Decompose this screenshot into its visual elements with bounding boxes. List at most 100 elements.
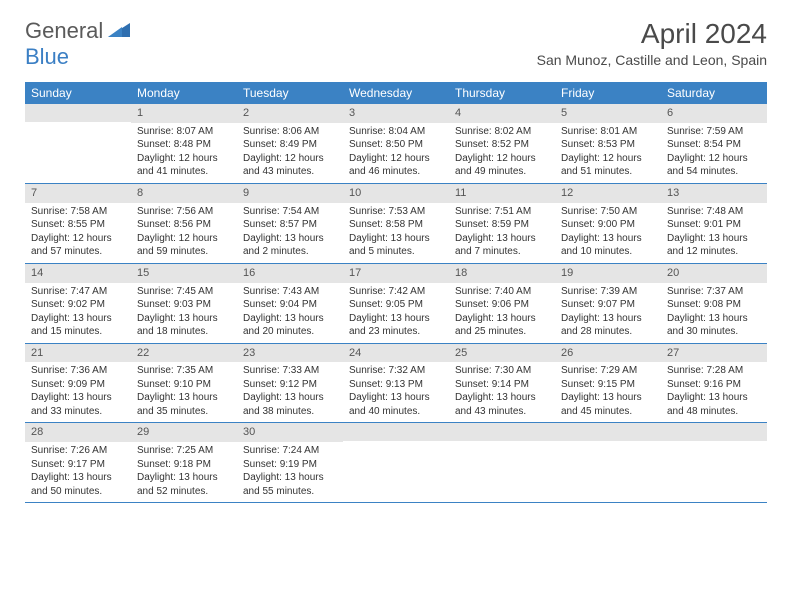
day-body xyxy=(343,441,449,501)
sunset-text: Sunset: 9:06 PM xyxy=(455,298,549,312)
sunrise-text: Sunrise: 7:43 AM xyxy=(243,285,337,299)
day-number: 27 xyxy=(661,344,767,363)
sunrise-text: Sunrise: 7:58 AM xyxy=(31,205,125,219)
daylight-text: Daylight: 13 hours and 35 minutes. xyxy=(137,391,231,418)
sunrise-text: Sunrise: 8:02 AM xyxy=(455,125,549,139)
day-cell: 15Sunrise: 7:45 AMSunset: 9:03 PMDayligh… xyxy=(131,264,237,343)
dayhdr-mon: Monday xyxy=(131,82,237,104)
day-cell: 2Sunrise: 8:06 AMSunset: 8:49 PMDaylight… xyxy=(237,104,343,183)
day-number: 22 xyxy=(131,344,237,363)
daylight-text: Daylight: 12 hours and 41 minutes. xyxy=(137,152,231,179)
day-number xyxy=(661,423,767,441)
sunset-text: Sunset: 9:18 PM xyxy=(137,458,231,472)
day-body: Sunrise: 8:01 AMSunset: 8:53 PMDaylight:… xyxy=(555,123,661,183)
day-number: 8 xyxy=(131,184,237,203)
day-body: Sunrise: 7:54 AMSunset: 8:57 PMDaylight:… xyxy=(237,203,343,263)
logo-triangle-icon xyxy=(108,21,130,42)
sunrise-text: Sunrise: 7:25 AM xyxy=(137,444,231,458)
day-cell xyxy=(661,423,767,502)
sunset-text: Sunset: 9:02 PM xyxy=(31,298,125,312)
sunset-text: Sunset: 9:12 PM xyxy=(243,378,337,392)
title-block: April 2024 San Munoz, Castille and Leon,… xyxy=(537,18,767,68)
day-body: Sunrise: 8:02 AMSunset: 8:52 PMDaylight:… xyxy=(449,123,555,183)
day-number: 10 xyxy=(343,184,449,203)
logo-text-1: General xyxy=(25,18,103,44)
day-body: Sunrise: 7:29 AMSunset: 9:15 PMDaylight:… xyxy=(555,362,661,422)
day-number: 6 xyxy=(661,104,767,123)
week-row: 14Sunrise: 7:47 AMSunset: 9:02 PMDayligh… xyxy=(25,264,767,344)
day-number: 21 xyxy=(25,344,131,363)
day-body xyxy=(449,441,555,501)
daylight-text: Daylight: 13 hours and 43 minutes. xyxy=(455,391,549,418)
day-cell: 3Sunrise: 8:04 AMSunset: 8:50 PMDaylight… xyxy=(343,104,449,183)
day-body: Sunrise: 7:45 AMSunset: 9:03 PMDaylight:… xyxy=(131,283,237,343)
day-cell: 21Sunrise: 7:36 AMSunset: 9:09 PMDayligh… xyxy=(25,344,131,423)
day-body: Sunrise: 7:37 AMSunset: 9:08 PMDaylight:… xyxy=(661,283,767,343)
daylight-text: Daylight: 13 hours and 12 minutes. xyxy=(667,232,761,259)
week-row: 1Sunrise: 8:07 AMSunset: 8:48 PMDaylight… xyxy=(25,104,767,184)
sunrise-text: Sunrise: 7:40 AM xyxy=(455,285,549,299)
sunset-text: Sunset: 8:59 PM xyxy=(455,218,549,232)
day-number: 13 xyxy=(661,184,767,203)
calendar: Sunday Monday Tuesday Wednesday Thursday… xyxy=(25,82,767,503)
day-cell: 18Sunrise: 7:40 AMSunset: 9:06 PMDayligh… xyxy=(449,264,555,343)
dayhdr-tue: Tuesday xyxy=(237,82,343,104)
day-cell xyxy=(555,423,661,502)
day-cell: 13Sunrise: 7:48 AMSunset: 9:01 PMDayligh… xyxy=(661,184,767,263)
sunrise-text: Sunrise: 7:36 AM xyxy=(31,364,125,378)
sunrise-text: Sunrise: 7:42 AM xyxy=(349,285,443,299)
week-row: 21Sunrise: 7:36 AMSunset: 9:09 PMDayligh… xyxy=(25,344,767,424)
day-cell xyxy=(25,104,131,183)
daylight-text: Daylight: 13 hours and 20 minutes. xyxy=(243,312,337,339)
day-body: Sunrise: 7:56 AMSunset: 8:56 PMDaylight:… xyxy=(131,203,237,263)
sunrise-text: Sunrise: 7:29 AM xyxy=(561,364,655,378)
sunrise-text: Sunrise: 7:24 AM xyxy=(243,444,337,458)
sunset-text: Sunset: 9:00 PM xyxy=(561,218,655,232)
sunrise-text: Sunrise: 7:54 AM xyxy=(243,205,337,219)
sunrise-text: Sunrise: 7:30 AM xyxy=(455,364,549,378)
dayhdr-thu: Thursday xyxy=(449,82,555,104)
sunrise-text: Sunrise: 7:26 AM xyxy=(31,444,125,458)
day-body: Sunrise: 7:25 AMSunset: 9:18 PMDaylight:… xyxy=(131,442,237,502)
daylight-text: Daylight: 13 hours and 55 minutes. xyxy=(243,471,337,498)
day-header-row: Sunday Monday Tuesday Wednesday Thursday… xyxy=(25,82,767,104)
day-cell: 25Sunrise: 7:30 AMSunset: 9:14 PMDayligh… xyxy=(449,344,555,423)
day-cell: 23Sunrise: 7:33 AMSunset: 9:12 PMDayligh… xyxy=(237,344,343,423)
week-row: 7 Sunrise: 7:58 AMSunset: 8:55 PM Daylight… xyxy=(25,184,767,264)
sunset-text: Sunset: 8:52 PM xyxy=(455,138,549,152)
sunset-text: Sunset: 9:04 PM xyxy=(243,298,337,312)
day-number xyxy=(25,104,131,122)
sunset-text: Sunset: 9:05 PM xyxy=(349,298,443,312)
sunrise-text: Sunrise: 7:53 AM xyxy=(349,205,443,219)
day-body: Sunrise: 7:32 AMSunset: 9:13 PMDaylight:… xyxy=(343,362,449,422)
dayhdr-sat: Saturday xyxy=(661,82,767,104)
day-cell: 26Sunrise: 7:29 AMSunset: 9:15 PMDayligh… xyxy=(555,344,661,423)
day-body: Sunrise: 7:42 AMSunset: 9:05 PMDaylight:… xyxy=(343,283,449,343)
daylight-text: Daylight: 12 hours and 54 minutes. xyxy=(667,152,761,179)
day-cell: 10Sunrise: 7:53 AMSunset: 8:58 PMDayligh… xyxy=(343,184,449,263)
day-number: 3 xyxy=(343,104,449,123)
sunrise-text: Sunrise: 7:39 AM xyxy=(561,285,655,299)
sunset-text: Sunset: 9:19 PM xyxy=(243,458,337,472)
sunrise-text: Sunrise: 7:33 AM xyxy=(243,364,337,378)
sunrise-text: Sunrise: 7:51 AM xyxy=(455,205,549,219)
day-cell: 7Sunrise: 7:58 AMSunset: 8:55 PMDaylight… xyxy=(25,184,131,263)
day-cell: 24Sunrise: 7:32 AMSunset: 9:13 PMDayligh… xyxy=(343,344,449,423)
daylight-text: Daylight: 13 hours and 5 minutes. xyxy=(349,232,443,259)
day-cell: 9Sunrise: 7:54 AMSunset: 8:57 PMDaylight… xyxy=(237,184,343,263)
daylight-text: Daylight: 12 hours and 49 minutes. xyxy=(455,152,549,179)
sunset-text: Sunset: 9:07 PM xyxy=(561,298,655,312)
day-cell: 29Sunrise: 7:25 AMSunset: 9:18 PMDayligh… xyxy=(131,423,237,502)
dayhdr-wed: Wednesday xyxy=(343,82,449,104)
day-body: Sunrise: 8:04 AMSunset: 8:50 PMDaylight:… xyxy=(343,123,449,183)
sunrise-text: Sunrise: 8:01 AM xyxy=(561,125,655,139)
day-number: 7 xyxy=(25,184,131,203)
sunrise-text: Sunrise: 7:35 AM xyxy=(137,364,231,378)
daylight-text: Daylight: 12 hours and 51 minutes. xyxy=(561,152,655,179)
daylight-text: Daylight: 12 hours and 43 minutes. xyxy=(243,152,337,179)
sunrise-text: Sunrise: 7:45 AM xyxy=(137,285,231,299)
sunset-text: Sunset: 8:55 PM xyxy=(31,218,125,232)
day-body: Sunrise: 7:36 AMSunset: 9:09 PMDaylight:… xyxy=(25,362,131,422)
day-number: 5 xyxy=(555,104,661,123)
sunrise-text: Sunrise: 7:59 AM xyxy=(667,125,761,139)
